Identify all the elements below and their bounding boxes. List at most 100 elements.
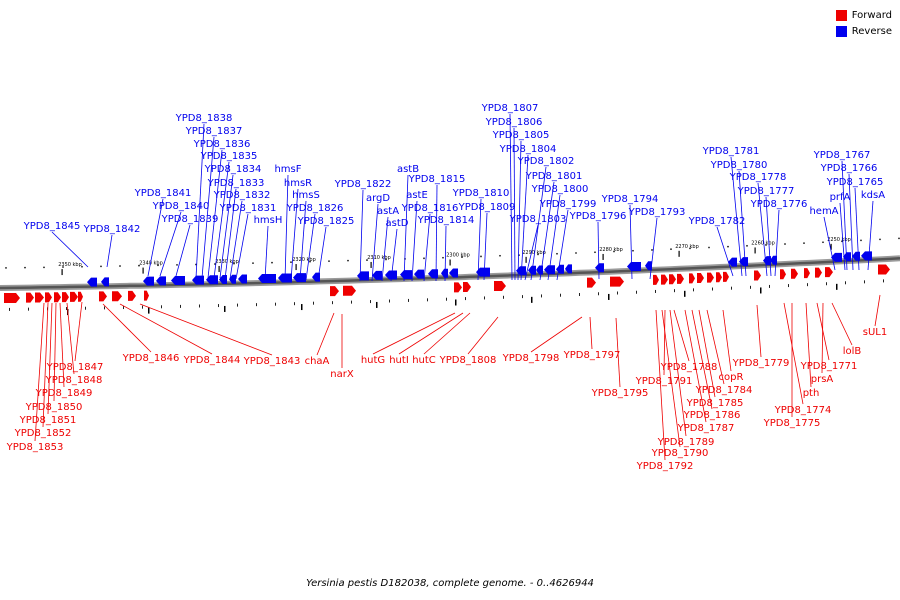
ruler-mark — [560, 293, 561, 297]
ruler-dot — [62, 266, 64, 268]
gene-label-ypd8-1845: YPD8_1845 — [23, 221, 81, 232]
gene-label-pth: pth — [803, 388, 820, 399]
gene-arrow-forward — [754, 270, 761, 281]
gene-arrow-forward — [62, 292, 69, 303]
leader-line-reverse — [403, 174, 409, 282]
ruler-label: 2290 kbp — [522, 250, 546, 256]
leader-line-forward — [119, 303, 213, 355]
gene-label-ypd8-1850: YPD8_1850 — [25, 402, 83, 413]
gene-label-ypd8-1806: YPD8_1806 — [485, 117, 543, 128]
leader-line-reverse — [359, 189, 364, 282]
gene-arrow-reverse — [400, 270, 412, 280]
gene-label-ypd8-1847: YPD8_1847 — [46, 362, 104, 373]
ruler-mark — [598, 292, 599, 296]
ruler-label: 2340 kbp — [139, 261, 163, 267]
gene-label-hmsh: hmsH — [254, 215, 283, 226]
gene-label-ypd8-1809: YPD8_1809 — [458, 202, 516, 213]
ruler-label: 2270 kbp — [675, 244, 699, 250]
leader-line-forward — [663, 309, 666, 376]
ruler-dot — [233, 262, 235, 265]
ruler-dot — [480, 255, 482, 258]
leader-line-reverse — [848, 173, 854, 271]
leader-line-forward — [684, 309, 707, 423]
gene-arrow-forward — [35, 292, 44, 303]
ruler-major-tick-lower — [148, 307, 150, 314]
ruler-mark — [85, 306, 86, 310]
gene-label-ypd8-1852: YPD8_1852 — [14, 428, 72, 439]
gene-arrow-forward — [804, 268, 810, 279]
leader-line-reverse — [175, 224, 191, 277]
ruler-mark — [693, 288, 694, 292]
leader-line-forward — [467, 316, 499, 355]
ruler-dot — [442, 256, 444, 259]
ruler-label: 2250 kbp — [827, 237, 851, 243]
ruler-major-tick — [61, 269, 63, 276]
leader-line-reverse — [159, 211, 182, 277]
ruler-mark — [731, 286, 732, 290]
leader-line-reverse — [520, 154, 529, 281]
ruler-dot — [537, 253, 539, 256]
leader-line-reverse — [371, 203, 379, 282]
ruler-mark — [655, 289, 656, 293]
leader-line-reverse — [213, 161, 230, 279]
ruler-dot — [100, 265, 102, 268]
gene-arrow-reverse — [428, 269, 438, 279]
ruler-mark — [807, 283, 808, 287]
gene-arrow-reverse — [414, 269, 424, 279]
gene-arrow-reverse — [156, 276, 166, 286]
leader-line-reverse — [305, 213, 316, 281]
ruler-mark — [218, 304, 219, 308]
gene-arrow-reverse — [192, 275, 204, 285]
leader-line-forward — [316, 312, 335, 356]
ruler-mark — [883, 279, 884, 283]
ruler-dot — [461, 256, 463, 258]
gene-label-ypd8-1810: YPD8_1810 — [452, 188, 510, 199]
ruler-dot — [271, 261, 273, 264]
gene-arrow-reverse — [312, 272, 320, 282]
gene-arrow-reverse — [516, 266, 526, 276]
gene-arrow-reverse — [645, 261, 652, 271]
gene-arrow-reverse — [770, 255, 777, 265]
gene-arrow-forward — [723, 271, 729, 282]
leader-line-reverse — [224, 188, 237, 280]
gene-label-hema: hemA — [809, 206, 838, 217]
leader-line-forward — [53, 302, 57, 402]
ruler-mark — [408, 298, 409, 302]
leader-line-forward — [615, 317, 621, 388]
gene-label-ypd8-1832: YPD8_1832 — [213, 190, 271, 201]
ruler-mark — [275, 302, 276, 306]
ruler-major-tick — [525, 256, 527, 263]
gene-label-ypd8-1781: YPD8_1781 — [702, 146, 760, 157]
leader-line-forward — [756, 304, 762, 358]
gene-arrow-reverse — [728, 257, 737, 267]
gene-label-ypd8-1803: YPD8_1803 — [509, 214, 567, 225]
leader-line-reverse — [716, 226, 734, 277]
leader-line-forward — [783, 302, 804, 405]
leader-line-forward — [821, 302, 824, 374]
gene-label-ypd8-1840: YPD8_1840 — [152, 201, 210, 212]
leader-line-reverse — [823, 216, 836, 271]
ruler-mark — [28, 307, 29, 311]
gene-arrow-reverse — [372, 270, 382, 280]
legend-label-forward: Forward — [851, 9, 892, 21]
gene-label-ypd8-1788: YPD8_1788 — [660, 362, 718, 373]
ruler-mark — [370, 300, 371, 304]
ruler-dot — [708, 246, 710, 249]
ruler-mark — [294, 302, 295, 306]
leader-line-forward — [423, 312, 471, 355]
gene-arrow-forward — [128, 290, 136, 301]
leader-line-reverse — [839, 202, 846, 271]
gene-label-ypd8-1784: YPD8_1784 — [695, 385, 753, 396]
ruler-label: 2300 kbp — [446, 252, 470, 258]
gene-label-ypd8-1792: YPD8_1792 — [636, 461, 694, 472]
ruler-mark — [522, 295, 523, 299]
ruler-dot — [24, 266, 26, 269]
gene-label-ypd8-1825: YPD8_1825 — [297, 216, 355, 227]
gene-label-hmss: hmsS — [292, 190, 320, 201]
gene-label-ypd8-1838: YPD8_1838 — [175, 113, 233, 124]
ruler-dot — [746, 244, 748, 247]
ruler-dot — [860, 239, 862, 242]
ruler-dot — [632, 249, 634, 252]
leader-line-forward — [102, 303, 152, 353]
ruler-dot — [727, 245, 729, 248]
